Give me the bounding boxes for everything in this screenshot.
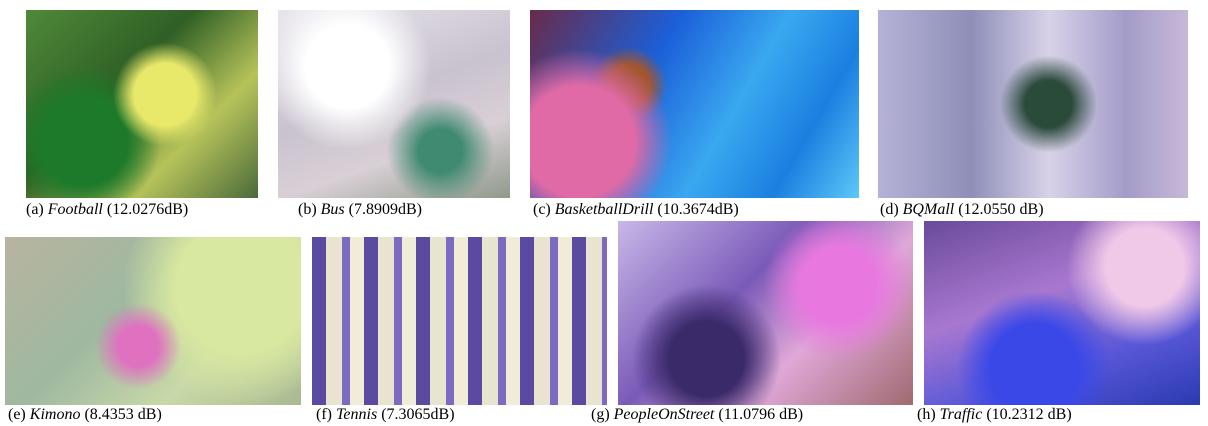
panel-image xyxy=(5,237,301,405)
panel-tag: (e) xyxy=(8,406,26,423)
panel-tag: (g) xyxy=(591,406,610,423)
psnr-value: (12.0276dB) xyxy=(107,201,188,218)
panel-image xyxy=(26,10,258,198)
sequence-name: Football xyxy=(48,201,103,218)
panel-caption: (a) Football (12.0276dB) xyxy=(26,201,188,219)
panel-image xyxy=(278,10,510,198)
psnr-value: (11.0796 dB) xyxy=(718,406,803,423)
panel-tag: (d) xyxy=(880,201,899,218)
psnr-value: (12.0550 dB) xyxy=(958,201,1043,218)
panel-image xyxy=(312,237,607,405)
sequence-name: PeopleOnStreet xyxy=(614,406,715,423)
figure: (a) Football (12.0276dB) (b) Bus (7.8909d… xyxy=(0,0,1208,426)
panel-image xyxy=(530,10,859,198)
panel-image xyxy=(924,221,1200,405)
psnr-value: (7.3065dB) xyxy=(381,406,454,423)
panel-caption: (f) Tennis (7.3065dB) xyxy=(316,406,455,424)
panel-tag: (b) xyxy=(298,201,317,218)
sequence-name: BQMall xyxy=(903,201,955,218)
psnr-value: (10.3674dB) xyxy=(657,201,738,218)
panel-tag: (a) xyxy=(26,201,44,218)
psnr-value: (10.2312 dB) xyxy=(986,406,1071,423)
sequence-name: Traffic xyxy=(940,406,983,423)
panel-caption: (c) BasketballDrill (10.3674dB) xyxy=(533,201,739,219)
panel-image xyxy=(878,10,1188,198)
panel-tag: (h) xyxy=(917,406,936,423)
panel-tag: (c) xyxy=(533,201,551,218)
panel-caption: (g) PeopleOnStreet (11.0796 dB) xyxy=(591,406,803,424)
sequence-name: BasketballDrill xyxy=(555,201,654,218)
panel-image xyxy=(618,221,913,405)
sequence-name: Bus xyxy=(321,201,345,218)
sequence-name: Kimono xyxy=(30,406,81,423)
panel-tag: (f) xyxy=(316,406,332,423)
psnr-value: (8.4353 dB) xyxy=(84,406,161,423)
panel-caption: (d) BQMall (12.0550 dB) xyxy=(880,201,1044,219)
sequence-name: Tennis xyxy=(336,406,377,423)
panel-caption: (h) Traffic (10.2312 dB) xyxy=(917,406,1072,424)
panel-caption: (b) Bus (7.8909dB) xyxy=(298,201,422,219)
panel-caption: (e) Kimono (8.4353 dB) xyxy=(8,406,162,424)
psnr-value: (7.8909dB) xyxy=(349,201,422,218)
